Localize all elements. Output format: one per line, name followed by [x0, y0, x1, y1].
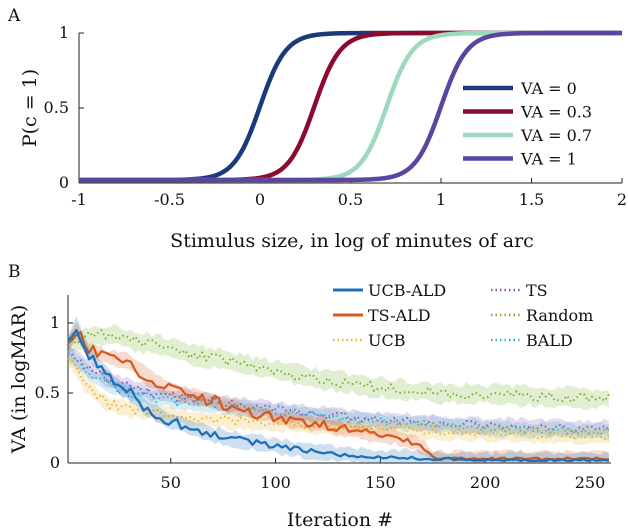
x-tick-label: 2: [617, 190, 627, 209]
x-tick-label: -1: [71, 190, 87, 209]
y-tick-label: 0: [50, 453, 60, 472]
curve-va-1: [78, 30, 623, 183]
legend-label: TS: [526, 281, 548, 300]
x-tick-label: 200: [470, 473, 501, 492]
trace-ucb-ald: [67, 328, 610, 463]
y-axis-title: P(c = 1): [19, 69, 41, 147]
x-tick-label: 250: [575, 473, 606, 492]
x-tick-label: 1: [436, 190, 446, 209]
band-random: [68, 323, 609, 410]
x-tick-label: 50: [161, 473, 181, 492]
x-tick-label: 0: [255, 190, 265, 209]
y-tick-label: 0.5: [44, 98, 69, 117]
band-ucb: [68, 352, 609, 446]
legend-label: BALD: [526, 331, 573, 350]
y-tick-label: 0.5: [35, 383, 60, 402]
y-tick-label: 1: [50, 313, 60, 332]
band-bald: [68, 345, 609, 442]
y-axis-title: VA (in logMAR): [8, 305, 30, 455]
x-axis-title: Iteration #: [287, 509, 393, 531]
x-tick-label: 1.5: [519, 190, 544, 209]
legend-label: VA = 0.3: [520, 103, 592, 122]
x-tick-label: -0.5: [154, 190, 185, 209]
x-axis-title: Stimulus size, in log of minutes of arc: [170, 230, 534, 252]
band-ts: [68, 345, 609, 438]
legend-label: UCB-ALD: [368, 281, 446, 300]
y-tick-label: 1: [59, 23, 69, 42]
x-tick-label: 100: [260, 473, 291, 492]
legend-label: VA = 0.7: [520, 126, 592, 145]
y-tick-label: 0: [59, 173, 69, 192]
band-ts-ald: [68, 321, 609, 463]
panel-label-b: B: [8, 262, 21, 282]
legend-label: VA = 0: [520, 79, 577, 98]
legend-label: UCB: [368, 331, 405, 350]
panel-label-a: A: [7, 6, 21, 26]
x-tick-label: 150: [365, 473, 396, 492]
panel-b: 50 100 150 200 250 0 0.5 1 UCB-ALD TS-ALD UCB TS Ran…: [8, 262, 611, 531]
band-ucb-ald: [68, 316, 609, 463]
trace-ts-ald: [67, 331, 609, 462]
legend-label: VA = 1: [520, 150, 577, 169]
legend-label: Random: [526, 306, 593, 325]
trace-ucb: [67, 357, 610, 440]
legend-b: UCB-ALD TS-ALD UCB TS Random BALD: [333, 281, 593, 350]
legend-label: TS-ALD: [368, 306, 431, 325]
legend-a: VA = 0 VA = 0.3 VA = 0.7 VA = 1: [463, 79, 592, 169]
x-tick-label: 0.5: [338, 190, 363, 209]
